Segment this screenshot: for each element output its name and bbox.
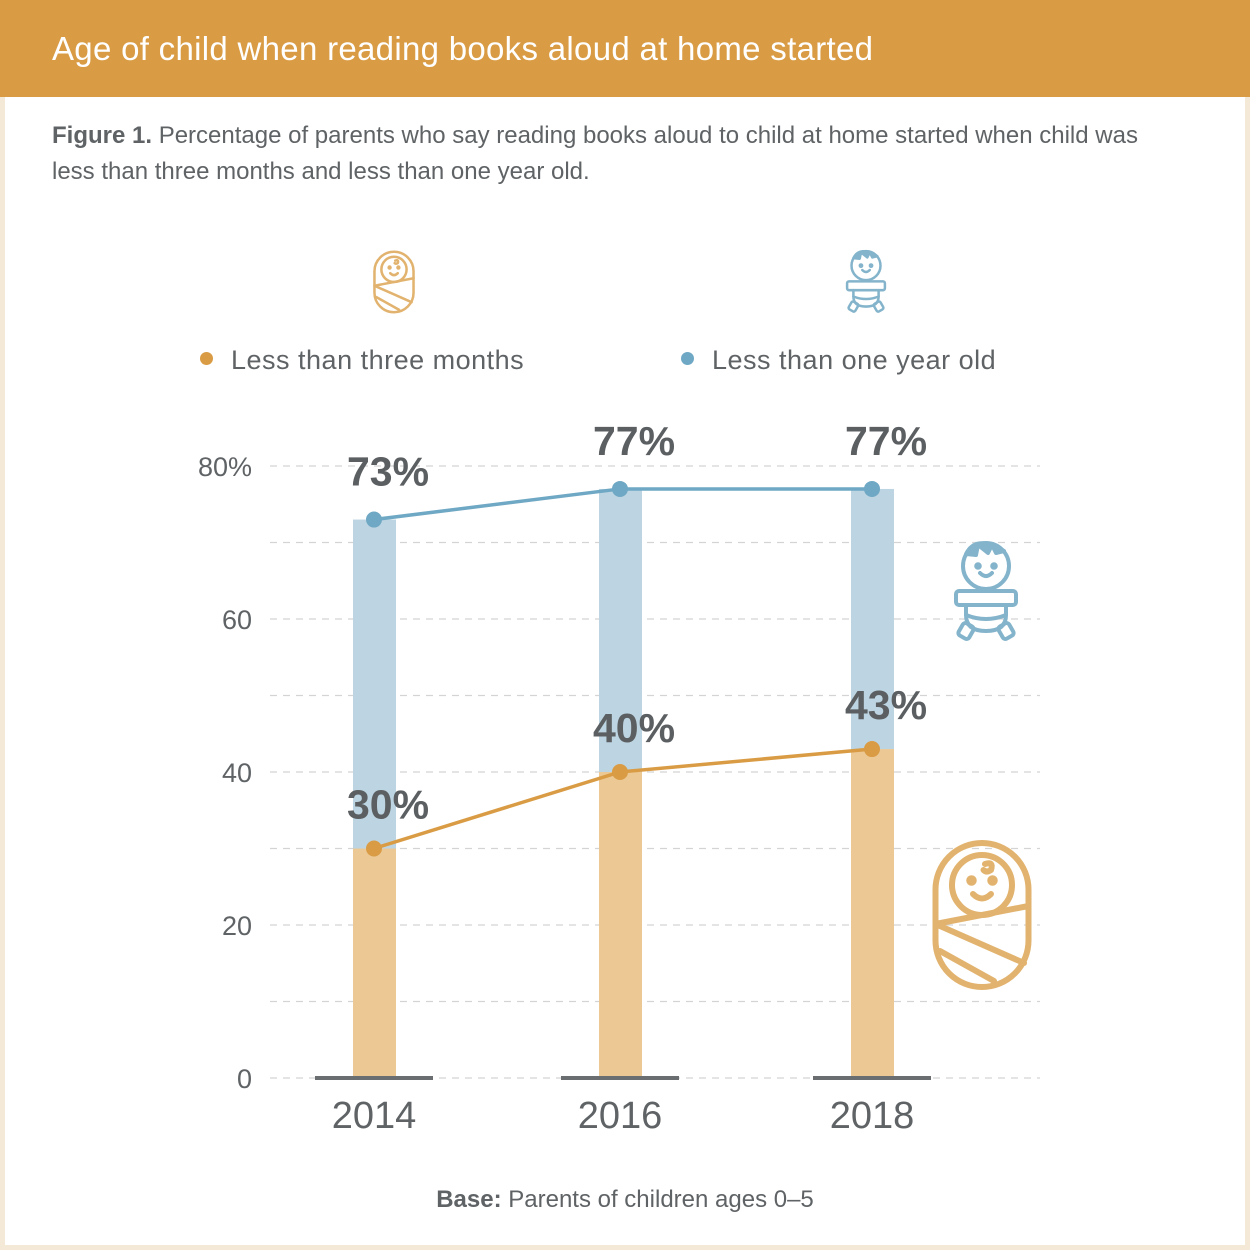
data-label: 43% [845,682,927,728]
header-bar: Age of child when reading books aloud at… [0,0,1250,97]
x-tick-label: 2018 [830,1095,915,1137]
legend-item-three-months: Less than three months [200,345,524,376]
x-tick-label: 2014 [332,1095,417,1137]
data-point [864,741,880,758]
base-note: Base: Parents of children ages 0–5 [0,1186,1250,1214]
bar-less-than-one-year [851,488,894,750]
legend-dot-blue [681,352,694,366]
legend-dot-orange [200,352,213,366]
data-point [366,840,382,857]
base-label: Base: [436,1186,502,1213]
baby-icon [845,249,887,314]
data-label: 40% [593,705,675,751]
bar-less-than-three-months [353,848,396,1078]
swaddled-baby-icon-large [936,843,1029,987]
bar-less-than-three-months [851,749,894,1078]
data-label: 30% [347,782,429,828]
bar-less-than-one-year [353,519,396,849]
figure-caption: Figure 1. Percentage of parents who say … [52,118,1172,190]
legend-item-one-year: Less than one year old [681,345,996,376]
y-tick-label: 60 [222,605,252,635]
baby-icon-large [954,541,1018,643]
data-label: 73% [347,449,429,495]
legend-label: Less than three months [231,345,525,375]
y-tick-label: 80% [198,452,252,482]
data-point [612,480,628,497]
data-label: 77% [593,418,675,464]
caption-label: Figure 1. [52,122,153,149]
page-title: Age of child when reading books aloud at… [52,30,874,67]
y-tick-label: 40 [222,758,252,788]
y-tick-label: 20 [222,911,252,941]
data-point [612,764,628,780]
data-point [864,480,880,497]
legend-label: Less than one year old [712,345,997,375]
caption-text: Percentage of parents who say reading bo… [52,122,1138,185]
bar-less-than-one-year [599,488,642,772]
data-point [366,511,382,528]
data-label: 77% [845,418,927,464]
x-tick-label: 2016 [578,1095,663,1137]
y-tick-label: 0 [237,1064,252,1094]
swaddled-baby-icon [373,250,415,314]
base-text: Parents of children ages 0–5 [501,1186,814,1213]
bar-less-than-three-months [599,772,642,1078]
